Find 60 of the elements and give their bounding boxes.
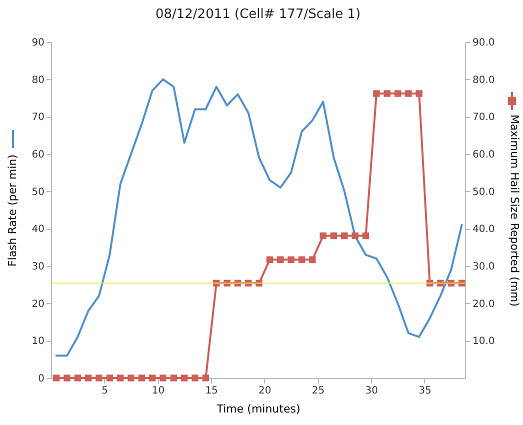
x-tick-label: 25 (312, 386, 325, 396)
y-tick-label: 60 (32, 150, 44, 160)
point (288, 256, 294, 264)
point (373, 90, 380, 97)
y-tick-label: 70 (32, 112, 44, 124)
point (160, 374, 166, 382)
point (352, 232, 358, 240)
x-tick-label: 20 (258, 386, 272, 396)
y-tick-label: 90 (32, 38, 44, 48)
point (117, 374, 124, 382)
y2-tick-label: 60.0 (472, 150, 495, 160)
point (181, 374, 188, 382)
point (138, 374, 146, 382)
y2-tick-label: 30.0 (472, 262, 495, 272)
x-tick-label: 30 (365, 386, 378, 396)
x-axis-title: Time (minutes) (216, 402, 300, 416)
point (405, 90, 412, 97)
point (106, 374, 114, 382)
point (170, 374, 178, 382)
y-tick-label: 0 (38, 374, 44, 384)
y2-tick-label: 70.0 (472, 112, 495, 124)
point (341, 232, 348, 240)
y2-tick-label: 10.0 (472, 336, 495, 348)
point (149, 374, 156, 382)
point (384, 90, 390, 97)
point (394, 90, 402, 97)
y2-tick-label: 90.0 (472, 38, 495, 48)
point (74, 374, 82, 382)
x-tick-label: 5 (102, 386, 108, 396)
point (277, 256, 284, 264)
point (202, 374, 210, 382)
point (320, 232, 326, 240)
y2-tick-label: 80.0 (472, 74, 495, 86)
point (330, 232, 338, 240)
x-tick-label: 10 (152, 386, 165, 396)
y-tick-label: 10 (32, 336, 44, 348)
chart-title: 08/12/2011 (Cell# 177/Scale 1) (155, 7, 361, 22)
point (298, 256, 306, 264)
y2-tick-label: 40.0 (472, 224, 495, 236)
point (128, 374, 134, 382)
y2-tick-label: 20.0 (472, 298, 495, 310)
y-tick-label: 80 (32, 74, 44, 86)
y-axis-title: Flash Rate (per min) (6, 154, 19, 267)
y-tick-label: 40 (32, 224, 44, 236)
point (192, 374, 198, 382)
point (309, 256, 316, 264)
point (266, 256, 274, 264)
y2-axis-title: Maximum Hail Size Reported (mm) (508, 114, 521, 307)
x-tick-label: 15 (205, 386, 218, 396)
point (84, 374, 92, 382)
point (96, 374, 102, 382)
x-tick-label: 35 (418, 386, 432, 396)
point (362, 232, 370, 240)
point (52, 374, 60, 382)
y2-tick-label: 50.0 (472, 186, 495, 198)
y-tick-label: 20 (32, 298, 44, 310)
point (416, 90, 422, 97)
point (64, 374, 70, 382)
y-tick-label: 50 (32, 186, 44, 198)
y-tick-label: 30 (32, 262, 44, 272)
